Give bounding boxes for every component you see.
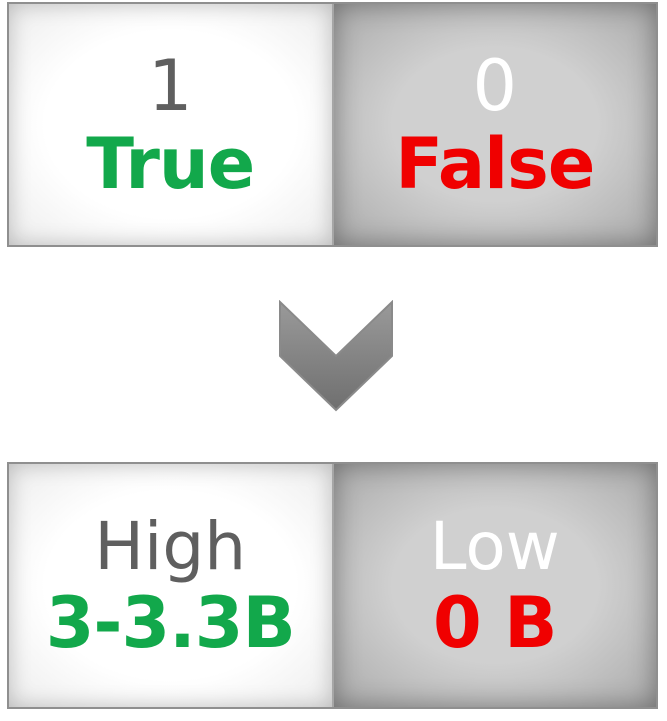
binary-panel: 1 True 0 False — [7, 2, 658, 247]
false-label: False — [395, 123, 595, 206]
low-cell: Low 0 B — [333, 464, 656, 707]
false-cell: 0 False — [333, 4, 656, 245]
false-value: 0 — [472, 44, 518, 127]
high-cell: High 3-3.3B — [9, 464, 334, 707]
low-label: 0 B — [433, 581, 557, 664]
cost-panel: High 3-3.3B Low 0 B — [7, 462, 658, 709]
true-value: 1 — [147, 44, 193, 127]
true-cell: 1 True — [9, 4, 334, 245]
high-value: High — [94, 508, 247, 586]
high-label: 3-3.3B — [45, 581, 296, 664]
chevron-down-icon — [279, 300, 393, 412]
low-value: Low — [429, 508, 560, 586]
true-label: True — [86, 123, 255, 206]
